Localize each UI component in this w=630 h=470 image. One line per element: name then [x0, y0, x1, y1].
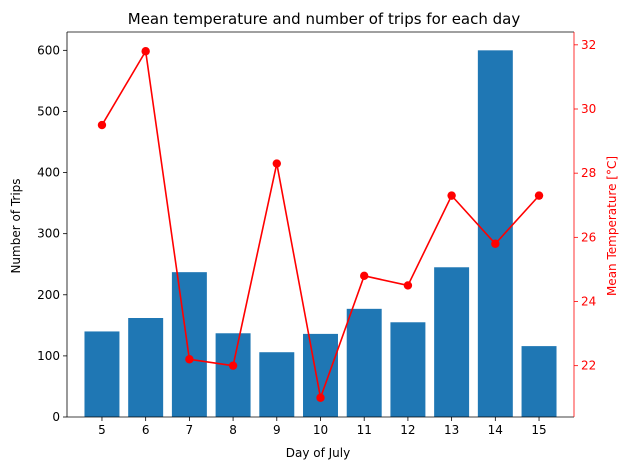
y-tick-label-left: 400: [37, 166, 60, 180]
y-tick-label-right: 24: [581, 295, 596, 309]
x-axis-label: Day of July: [286, 446, 350, 460]
temperature-point-day-11: [360, 271, 369, 281]
temperature-point-day-5: [97, 120, 107, 130]
bar-day-13: [434, 267, 470, 417]
bar-day-15: [521, 346, 557, 417]
bar-series: [84, 50, 557, 417]
bar-day-8: [215, 333, 251, 417]
x-tick-label: 6: [142, 423, 150, 437]
y-tick-label-left: 600: [37, 43, 60, 57]
x-tick-label: 7: [186, 423, 194, 437]
axes: 5 6 7 8 9 10 11 12 13 14 15 0 100 200 300 400 500 600 22 24…: [37, 31, 596, 437]
bar-day-5: [84, 331, 120, 417]
bar-day-11: [346, 308, 382, 417]
bar-day-7: [171, 272, 207, 417]
temperature-point-day-15: [534, 191, 544, 200]
y-tick-label-right: 32: [581, 38, 596, 52]
y-tick-label-left: 0: [52, 410, 60, 424]
temperature-series: [97, 47, 544, 402]
x-tick-label: 5: [98, 423, 106, 437]
y-tick-label-left: 300: [37, 227, 60, 241]
bar-day-10: [303, 333, 338, 417]
y-tick-label-right: 30: [581, 102, 596, 116]
temperature-point-day-6: [141, 47, 150, 56]
temperature-point-day-12: [403, 281, 413, 290]
temperature-point-day-14: [491, 239, 500, 248]
temperature-point-day-9: [272, 159, 281, 168]
x-tick-label: 10: [313, 423, 328, 437]
temperature-point-day-13: [447, 191, 456, 200]
bar-day-12: [390, 322, 426, 417]
y-axis-label-left: Number of Trips: [9, 178, 23, 273]
temperature-point-day-8: [228, 361, 238, 370]
x-tick-label: 14: [488, 423, 503, 437]
y-tick-label-left: 200: [37, 288, 60, 302]
y-tick-label-left: 500: [37, 104, 60, 118]
x-tick-label: 12: [400, 423, 415, 437]
y-axis-label-right: Mean Temperature [°C]: [605, 156, 619, 296]
chart-title: Mean temperature and number of trips for…: [128, 10, 521, 28]
y-tick-label-right: 28: [581, 166, 596, 180]
x-tick-label: 13: [444, 423, 459, 437]
temperature-point-day-10: [316, 393, 325, 402]
x-tick-label: 11: [357, 423, 372, 437]
x-tick-label: 9: [273, 423, 281, 437]
y-tick-label-right: 26: [581, 230, 596, 244]
x-tick-label: 8: [229, 423, 237, 437]
bar-day-6: [128, 318, 164, 417]
temperature-point-day-7: [185, 355, 194, 364]
y-tick-label-right: 22: [581, 359, 596, 373]
bar-day-14: [477, 50, 513, 417]
y-tick-label-left: 100: [37, 349, 60, 363]
bar-day-9: [259, 352, 295, 417]
x-tick-label: 15: [531, 423, 546, 437]
